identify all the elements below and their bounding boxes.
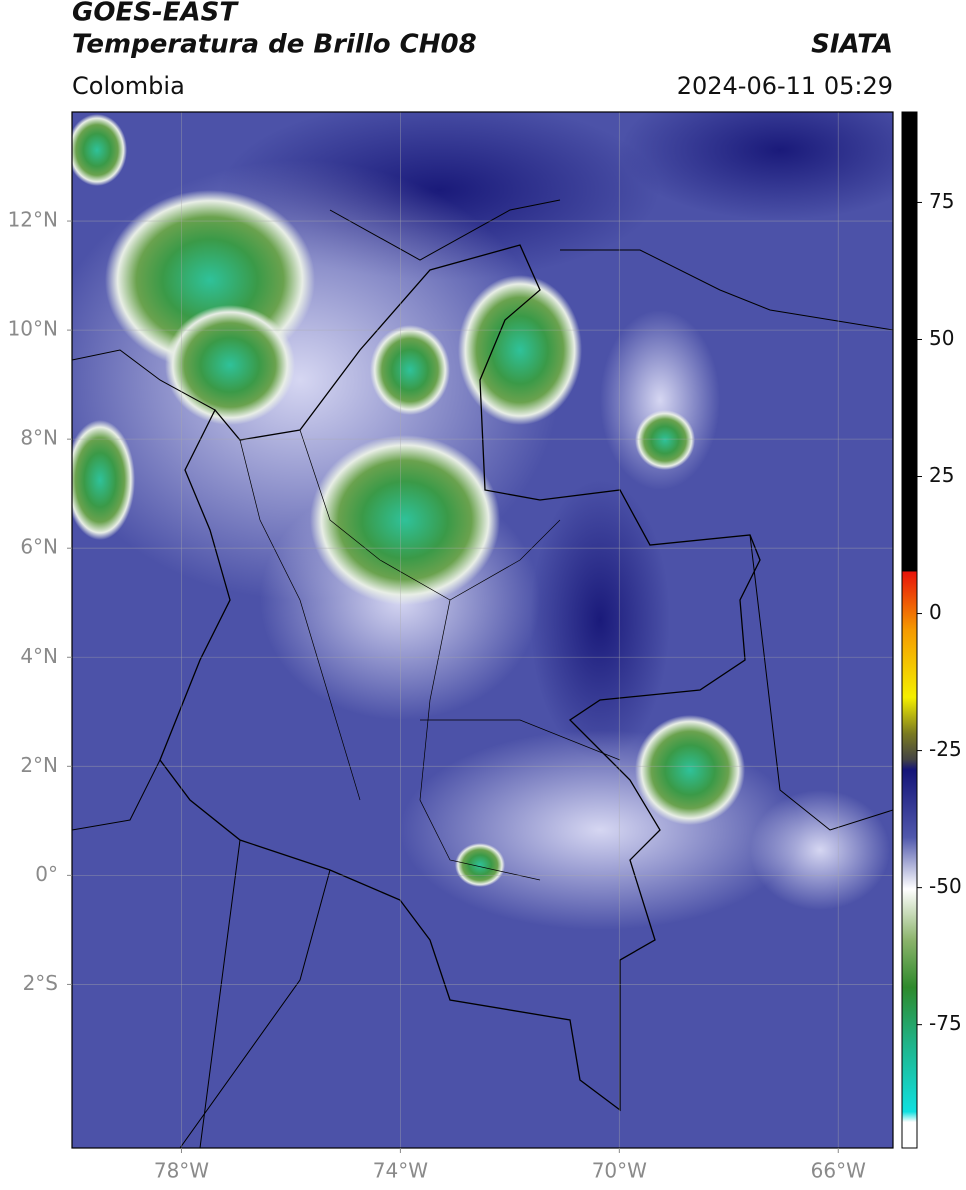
y-tick-label: 2°N <box>20 753 58 777</box>
y-tick-label: 4°N <box>20 644 58 668</box>
colorbar-tick-label: 50 <box>929 326 954 350</box>
y-tick-label: 2°S <box>23 971 58 995</box>
y-tick-label: 0° <box>35 862 58 886</box>
datetime: 2024-06-11 05:29 <box>677 72 893 100</box>
source: SIATA <box>811 30 893 60</box>
colorbar-tick-label: -50 <box>929 874 962 898</box>
x-tick-label: 66°W <box>811 1159 866 1183</box>
x-tick-label: 70°W <box>592 1159 647 1183</box>
colorbar-tick-label: 0 <box>929 600 942 624</box>
colorbar-tick-label: -75 <box>929 1011 962 1035</box>
subtitle: Temperatura de Brillo CH08 <box>72 30 477 60</box>
colorbar-tick-label: 75 <box>929 189 954 213</box>
colorbar-tick-label: -25 <box>929 737 962 761</box>
satellite-image <box>72 112 893 1148</box>
colorbar-tick-label: 25 <box>929 463 954 487</box>
plot-frame <box>71 111 894 1149</box>
region: Colombia <box>72 72 185 100</box>
x-tick-label: 74°W <box>373 1159 428 1183</box>
y-tick-label: 6°N <box>20 535 58 559</box>
y-tick-label: 8°N <box>20 426 58 450</box>
title: GOES-EAST <box>72 0 239 28</box>
y-tick-label: 12°N <box>8 208 58 232</box>
colorbar <box>901 111 918 1149</box>
y-tick-label: 10°N <box>8 317 58 341</box>
x-tick-label: 78°W <box>154 1159 209 1183</box>
